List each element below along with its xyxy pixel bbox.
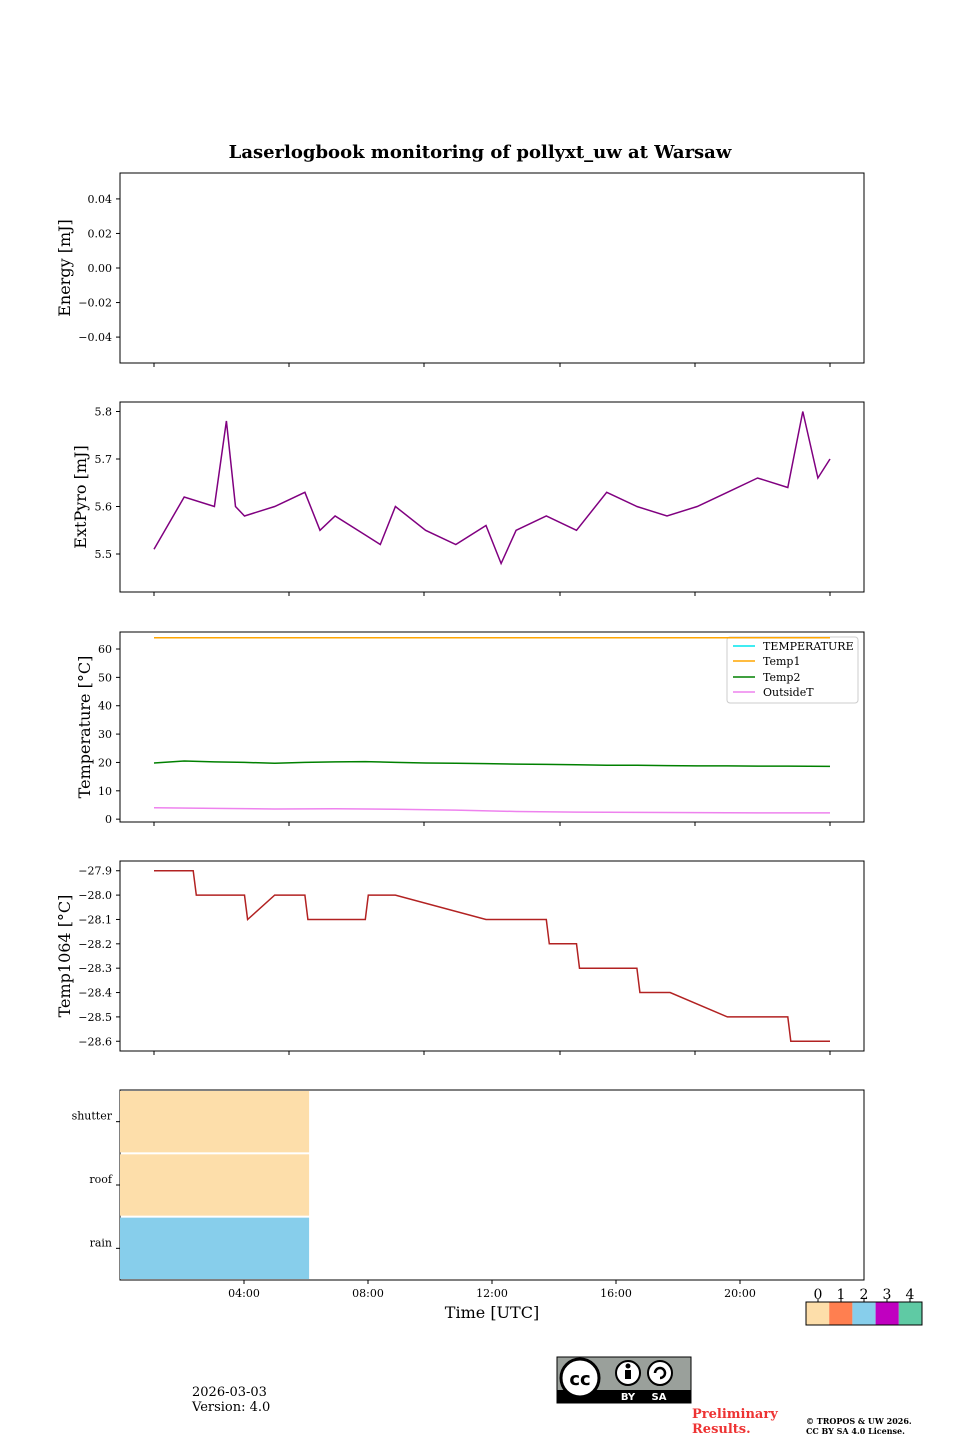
cc-icon-text: cc (569, 1369, 590, 1390)
colorbar-tick-label: 2 (860, 1287, 869, 1303)
xtick-label: 16:00 (600, 1287, 632, 1300)
ytick-label: 5.7 (95, 453, 113, 466)
xtick-label: 12:00 (476, 1287, 508, 1300)
date-label: 2026-03-03 (192, 1385, 267, 1400)
preliminary-line1: Preliminary (692, 1407, 778, 1422)
cc-license-badge: cc BY SA (556, 1356, 692, 1404)
ytick-label: 0.00 (88, 262, 113, 275)
ylabel-temp1064: Temp1064 [°C] (55, 895, 74, 1018)
ytick-label: 5.8 (95, 406, 113, 419)
colorbar-tick-label: 3 (883, 1287, 892, 1303)
ytick-label: 5.6 (95, 501, 113, 514)
xlabel-time: Time [UTC] (445, 1303, 539, 1322)
plot-layer: 0.040.020.00−0.02−0.045.55.65.75.8010203… (72, 193, 923, 1326)
ytick-label: 20 (98, 756, 112, 769)
temperature-legend: TEMPERATURE Temp1 Temp2 OutsideT (726, 636, 859, 704)
colorbar-cell (898, 1302, 922, 1325)
figure-title: Laserlogbook monitoring of pollyxt_uw at… (229, 142, 732, 163)
ylabel-temperature: Temperature [°C] (75, 656, 94, 799)
sa-icon-arrow (653, 1366, 667, 1380)
legend-label-temperature: TEMPERATURE (763, 640, 854, 653)
ytick-label: 50 (98, 671, 112, 684)
status-segment-shutter (120, 1091, 310, 1153)
ylabel-extpyro: ExtPyro [mJ] (71, 445, 90, 548)
copyright-line1: © TROPOS & UW 2026. (806, 1416, 912, 1426)
version-label: Version: 4.0 (191, 1400, 270, 1415)
ytick-label: −27.9 (78, 865, 112, 878)
ytick-label: −28.6 (78, 1035, 112, 1048)
panel-temperature-frame (119, 631, 865, 823)
sa-icon (647, 1360, 673, 1386)
ytick-label: −28.3 (78, 962, 112, 975)
row-label-rain: rain (90, 1236, 112, 1249)
panel-energy-frame (119, 172, 865, 364)
colorbar-cell (829, 1302, 853, 1325)
by-icon-body (625, 1370, 631, 1379)
row-label-shutter: shutter (72, 1110, 113, 1123)
ytick-label: 5.5 (95, 548, 113, 561)
ytick-label: 60 (98, 643, 112, 656)
ytick-label: −28.0 (78, 889, 112, 902)
ytick-label: 10 (98, 785, 112, 798)
cc-icon (559, 1357, 601, 1399)
series-temp1064 (154, 869, 830, 1043)
status-segment-rain (120, 1217, 310, 1279)
ytick-label: −28.1 (78, 913, 112, 926)
ytick-label: −28.4 (78, 987, 112, 1000)
series-temp2 (153, 760, 831, 768)
legend-label-temp2: Temp2 (763, 671, 800, 684)
ytick-label: 0.02 (88, 227, 113, 240)
colorbar-tick-label: 1 (837, 1287, 846, 1303)
colorbar-tick-label: 4 (906, 1287, 915, 1303)
colorbar-cell (875, 1302, 899, 1325)
ytick-label: −0.04 (78, 331, 112, 344)
xtick-label: 20:00 (724, 1287, 756, 1300)
ylabel-energy: Energy [mJ] (55, 219, 74, 317)
series-outsidet (153, 807, 830, 814)
xtick-label: 08:00 (352, 1287, 384, 1300)
ytick-label: −28.5 (78, 1011, 112, 1024)
ytick-label: 0 (105, 813, 112, 826)
panel-temp1064-frame (119, 860, 865, 1052)
legend-label-outsidet: OutsideT (763, 686, 814, 699)
ytick-label: −28.2 (78, 938, 112, 951)
colorbar-tick-label: 0 (814, 1287, 823, 1303)
ytick-label: 0.04 (88, 193, 113, 206)
colorbar-cell (852, 1302, 876, 1325)
sa-text: SA (652, 1392, 667, 1403)
ytick-label: −0.02 (78, 297, 112, 310)
status-segment-roof (120, 1154, 310, 1216)
preliminary-line2: Results. (692, 1422, 751, 1437)
by-icon-head (625, 1363, 631, 1369)
ytick-label: 40 (98, 700, 112, 713)
by-text: BY (621, 1392, 636, 1403)
row-label-roof: roof (89, 1173, 113, 1186)
legend-label-temp1: Temp1 (763, 655, 800, 668)
xtick-label: 04:00 (228, 1287, 260, 1300)
series-extpyro (153, 411, 831, 566)
copyright-line2: CC BY SA 4.0 License. (806, 1426, 905, 1436)
ytick-label: 30 (98, 728, 112, 741)
colorbar-cell (806, 1302, 830, 1325)
panel-extpyro-frame (119, 401, 865, 593)
